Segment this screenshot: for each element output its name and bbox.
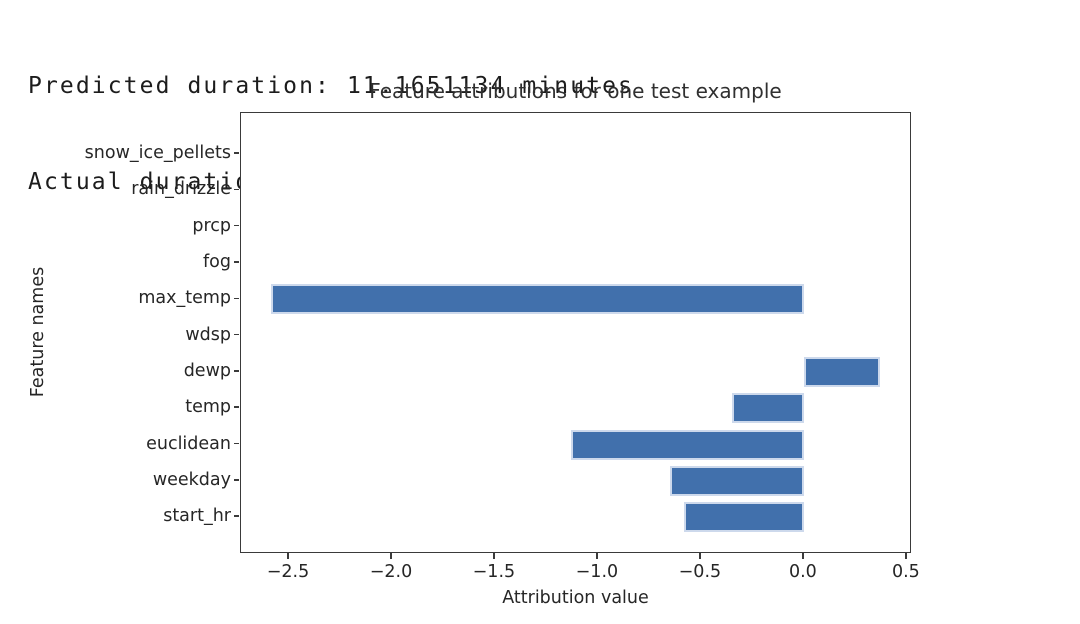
bar-dewp	[803, 356, 881, 387]
bar-temp	[731, 393, 804, 424]
y-tick-mark	[233, 261, 239, 263]
feature-label-euclidean: euclidean	[146, 433, 231, 454]
x-tick-mark	[596, 553, 598, 559]
feature-label-max_temp: max_temp	[138, 288, 231, 309]
feature-label-temp: temp	[185, 397, 231, 418]
x-tick-mark	[493, 553, 495, 559]
y-tick-mark	[233, 370, 239, 372]
x-tick-label: −2.0	[369, 562, 413, 582]
y-tick-mark	[233, 224, 239, 227]
feature-label-prcp: prcp	[192, 215, 231, 236]
bar-weekday	[670, 465, 804, 496]
feature-label-wdsp: wdsp	[185, 324, 231, 345]
bar-max_temp	[270, 284, 804, 315]
x-tick-label: −1.0	[575, 562, 619, 582]
bar-euclidean	[571, 429, 804, 460]
feature-label-snow_ice_pellets: snow_ice_pellets	[84, 143, 231, 164]
y-tick-mark	[233, 188, 239, 191]
feature-label-dewp: dewp	[183, 360, 231, 381]
x-tick-label: −2.5	[266, 562, 310, 582]
bar-start_hr	[684, 502, 804, 533]
feature-label-fog: fog	[203, 252, 231, 272]
x-axis-label: Attribution value	[502, 588, 649, 608]
x-tick-label: −1.5	[472, 562, 516, 582]
x-tick-label: 0.0	[788, 562, 817, 582]
x-tick-label: −0.5	[678, 562, 722, 582]
y-tick-mark	[233, 152, 239, 154]
x-tick-mark	[287, 553, 289, 559]
y-tick-mark	[233, 333, 239, 336]
x-tick-mark	[390, 553, 392, 559]
feature-label-start_hr: start_hr	[163, 506, 231, 527]
x-tick-mark	[802, 553, 804, 559]
feature-label-weekday: weekday	[152, 469, 231, 490]
predicted-duration-text: Predicted duration: 11.1651134 minutes	[28, 73, 634, 99]
y-tick-mark	[233, 442, 239, 445]
x-tick-mark	[699, 553, 701, 559]
y-tick-mark	[233, 297, 239, 300]
plot-area	[240, 112, 911, 553]
x-tick-mark	[905, 553, 907, 559]
x-tick-label: 0.5	[891, 562, 920, 582]
y-tick-mark	[233, 515, 239, 517]
y-tick-mark	[233, 479, 239, 481]
feature-label-rain_drizzle: rain_drizzle	[131, 179, 231, 200]
chart-title: Feature attributions for one test exampl…	[369, 79, 782, 103]
y-tick-mark	[233, 406, 239, 408]
